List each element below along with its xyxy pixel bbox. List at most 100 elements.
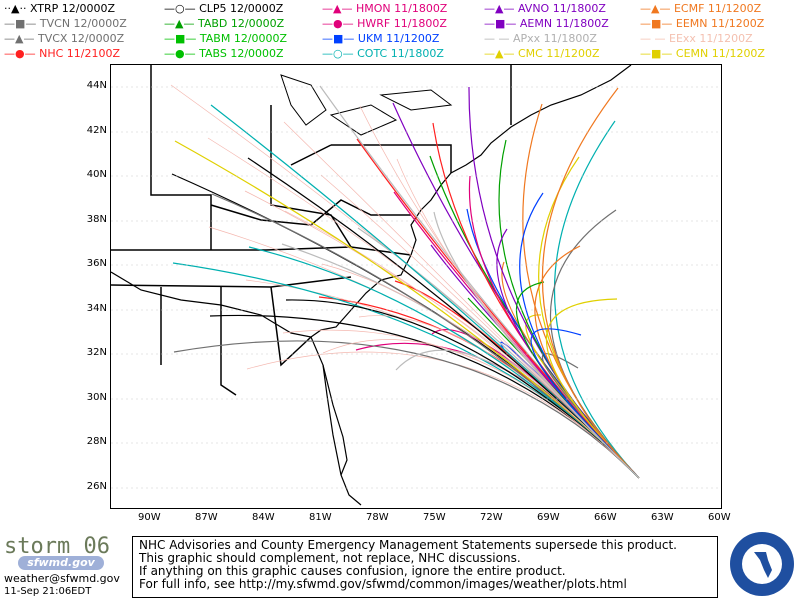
legend-item: —○— COTC 11/1800Z [322, 47, 444, 60]
track-map [110, 64, 722, 509]
legend-item: —●— TABS 12/0000Z [164, 47, 284, 60]
track-line [207, 137, 640, 479]
disclaimer-line: If anything on this graphic causes confu… [139, 564, 566, 578]
legend-swatch-icon: —○— [322, 47, 358, 60]
lon-tick-label: 78W [366, 512, 389, 523]
disclaimer-link[interactable]: For full info, see http://my.sfwmd.gov/s… [139, 577, 627, 591]
legend-swatch-icon: —■— [484, 17, 520, 30]
legend-swatch-icon: —▲— [164, 17, 198, 30]
lon-tick-label: 81W [309, 512, 332, 523]
track-line [173, 340, 640, 479]
lon-tick-label: 69W [537, 512, 560, 523]
track-line [433, 211, 640, 479]
legend-item: —■— CEMN 11/1200Z [640, 47, 765, 60]
disclaimer-box: NHC Advisories and County Emergency Mana… [132, 536, 718, 598]
lat-tick-label: 30N [86, 391, 107, 403]
legend-swatch-icon: —●— [322, 17, 358, 30]
track-line [211, 193, 640, 479]
track-line [322, 339, 640, 479]
legend-label: AEMN 11/1800Z [519, 17, 609, 30]
legend-item: —▲— AVNO 11/1800Z [484, 2, 606, 15]
legend-item: —■— TVCN 12/0000Z [4, 17, 127, 30]
lat-tick-label: 38N [86, 213, 107, 225]
legend-label: APxx 11/1800Z [513, 32, 597, 45]
legend-label: CMC 11/1200Z [517, 47, 600, 60]
track-line [498, 139, 640, 479]
legend-label: UKM 11/1200Z [357, 32, 440, 45]
legend-swatch-icon: —■— [640, 17, 676, 30]
legend-swatch-icon: —■— [4, 17, 40, 30]
state-borders [111, 65, 512, 396]
legend-label: TVCX 12/0000Z [37, 32, 125, 45]
legend-label: CEMN 11/1200Z [675, 47, 765, 60]
lat-tick-label: 42N [86, 124, 107, 136]
lat-tick-label: 32N [86, 347, 107, 358]
track-line [466, 208, 640, 479]
model-tracks [170, 84, 640, 479]
brand-title: storm_06 [4, 534, 110, 559]
legend-label: TVCN 12/0000Z [39, 17, 127, 30]
legend-item: —●— NHC 11/2100Z [4, 47, 120, 60]
legend-swatch-icon: — — [484, 32, 513, 45]
legend-label: CLP5 12/0000Z [199, 2, 284, 15]
legend-swatch-icon: —●— [164, 47, 200, 60]
legend-swatch-icon: ··▲·· [4, 2, 30, 15]
track-line [553, 120, 640, 479]
legend-label: EExx 11/1200Z [669, 32, 753, 45]
legend-swatch-icon: —▲— [484, 47, 518, 60]
lon-tick-label: 60W [708, 512, 731, 523]
lon-tick-label: 72W [480, 512, 503, 523]
lon-tick-label: 84W [252, 512, 275, 523]
lat-tick-label: 36N [86, 258, 107, 269]
legend-label: AVNO 11/1800Z [517, 2, 606, 15]
track-line [171, 173, 640, 479]
legend-item: —▲— CMC 11/1200Z [484, 47, 600, 60]
lat-tick-label: 34N [86, 302, 107, 314]
florida-east-coast [322, 364, 348, 476]
legend-label: XTRP 12/0000Z [29, 2, 116, 15]
graticule [111, 86, 721, 489]
legend-item: —■— AEMN 11/1800Z [484, 17, 609, 30]
track-line [541, 87, 640, 479]
track-line [468, 86, 640, 479]
legend-item: —▲— HMON 11/1800Z [322, 2, 447, 15]
brand-logo: sfwmd.gov [18, 556, 104, 570]
legend-swatch-icon: —■— [164, 32, 200, 45]
legend-swatch-icon: —○— [164, 2, 200, 15]
lon-tick-label: 90W [138, 512, 161, 523]
legend-item: —●— HWRF 11/1800Z [322, 17, 447, 30]
legend-item: — — EExx 11/1200Z [640, 32, 753, 45]
legend-item: —▲— ECMF 11/1200Z [640, 2, 761, 15]
legend-label: COTC 11/1800Z [357, 47, 444, 60]
lon-tick-label: 63W [651, 512, 674, 523]
contact-email[interactable]: weather@sfwmd.gov [4, 572, 120, 585]
legend-swatch-icon: —▲— [4, 32, 38, 45]
legend-label: ECMF 11/1200Z [673, 2, 762, 15]
lon-tick-label: 75W [423, 512, 446, 523]
disclaimer-line: NHC Advisories and County Emergency Mana… [139, 538, 677, 552]
lat-tick-label: 40N [86, 169, 107, 180]
legend-swatch-icon: —●— [4, 47, 40, 60]
track-line [549, 209, 640, 479]
legend-item: —■— EEMN 11/1200Z [640, 17, 764, 30]
legend-label: HMON 11/1800Z [355, 2, 448, 15]
lat-tick-label: 44N [86, 80, 107, 91]
lat-tick-label: 28N [86, 436, 107, 447]
track-line [519, 192, 640, 479]
sfwmd-seal-icon [730, 532, 794, 596]
legend-item: —■— TABM 12/0000Z [164, 32, 287, 45]
track-line [248, 246, 640, 479]
track-line [355, 342, 640, 479]
legend-swatch-icon: —■— [640, 47, 676, 60]
legend-label: TABD 12/0000Z [197, 17, 285, 30]
legend-item: —■— UKM 11/1200Z [322, 32, 439, 45]
legend-item: —▲— TVCX 12/0000Z [4, 32, 124, 45]
legend-label: TABM 12/0000Z [199, 32, 288, 45]
track-line [545, 298, 640, 479]
disclaimer-line: This graphic should complement, not repl… [139, 551, 521, 565]
track-line [496, 228, 640, 479]
model-legend: ··▲·· XTRP 12/0000Z —○— CLP5 12/0000Z —▲— … [0, 0, 800, 60]
legend-swatch-icon: —▲— [322, 2, 356, 15]
great-lakes [280, 74, 453, 136]
lon-tick-label: 66W [594, 512, 617, 523]
